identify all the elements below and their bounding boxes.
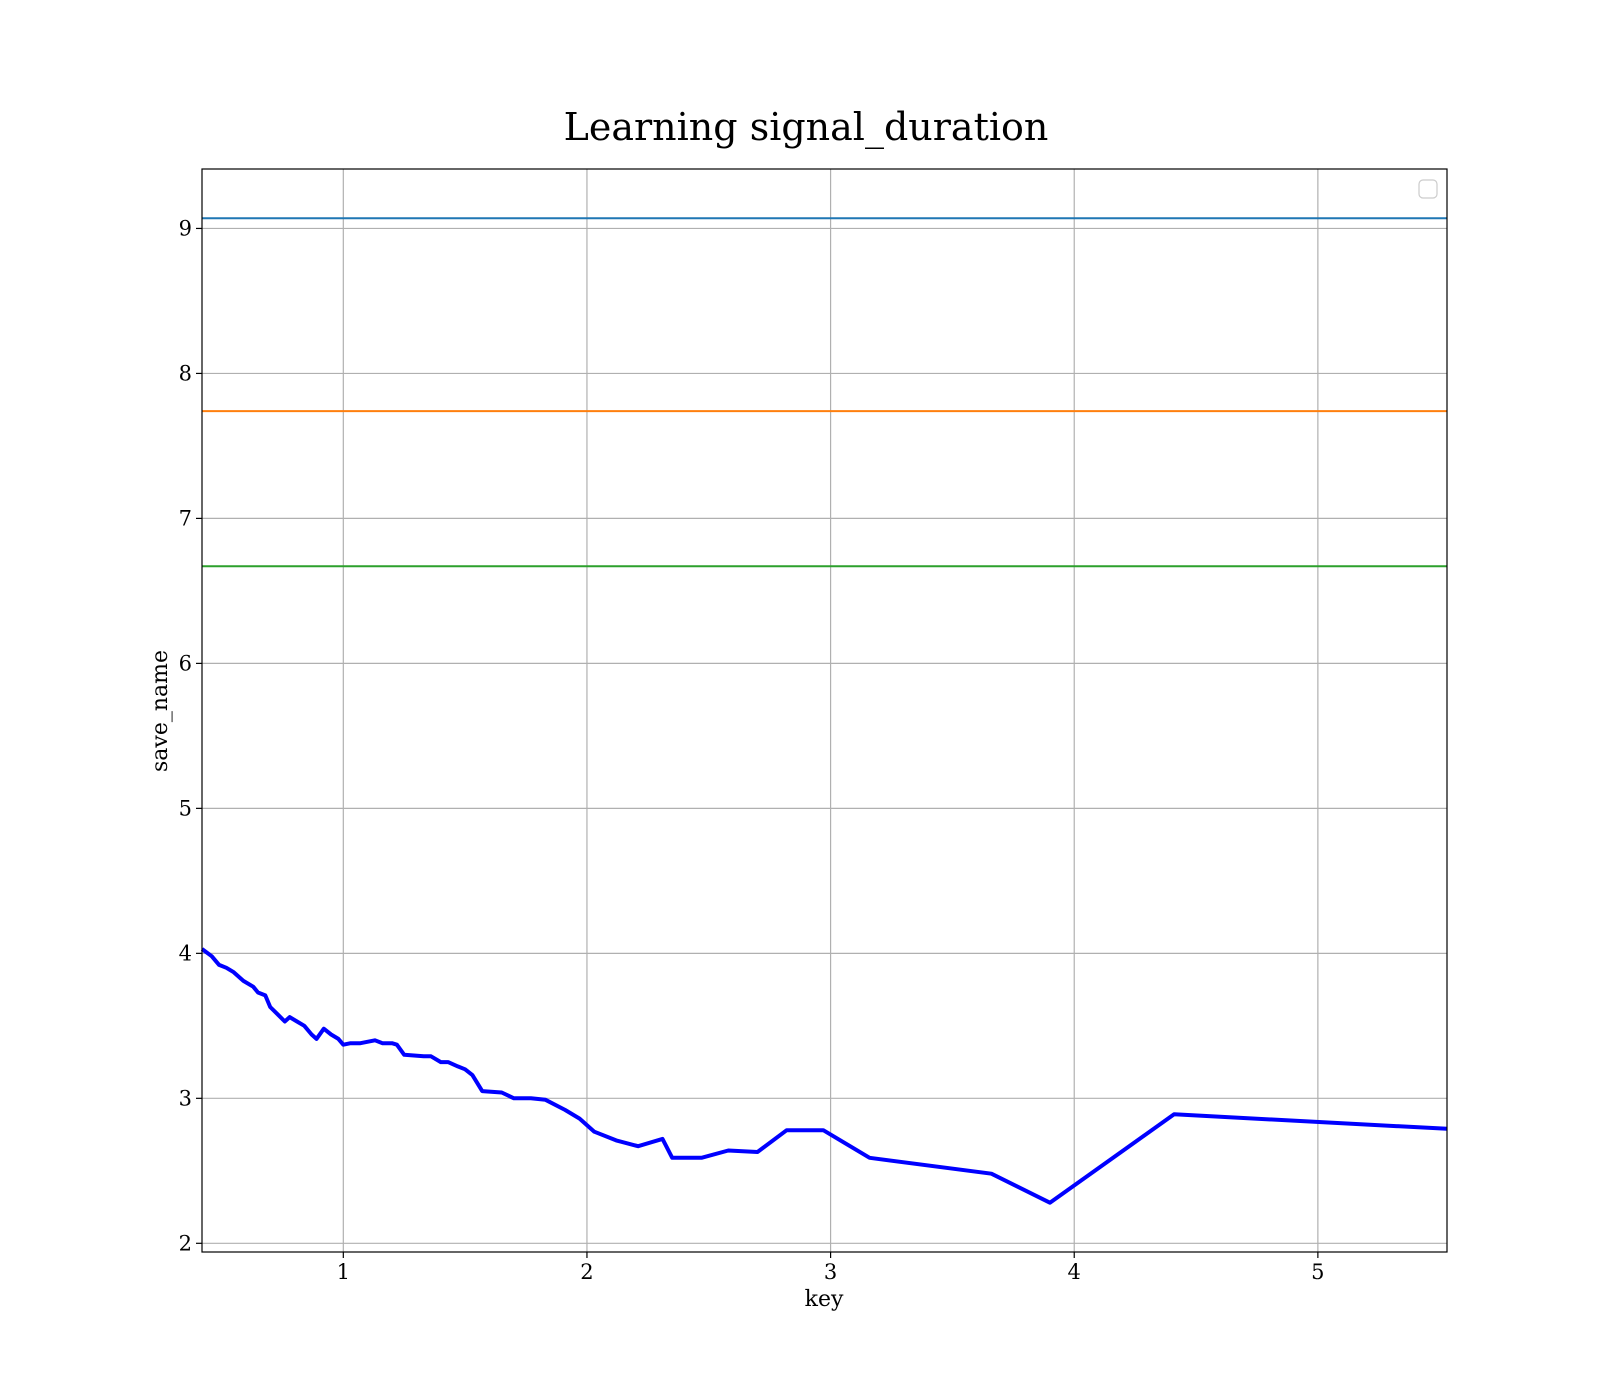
x-axis-label: key <box>805 1287 844 1312</box>
y-tick-label: 2 <box>179 1231 192 1255</box>
series-lines <box>200 947 1448 1205</box>
y-tick-label: 9 <box>179 216 192 240</box>
reference-lines <box>202 217 1447 568</box>
x-axis-ticks: 1 2 3 4 5 <box>337 1252 1325 1284</box>
x-tick-label: 4 <box>1068 1260 1081 1284</box>
series-line <box>200 947 1448 1205</box>
x-tick-label: 1 <box>337 1260 350 1284</box>
x-tick-label: 5 <box>1311 1260 1324 1284</box>
grid-lines <box>202 169 1447 1252</box>
chart-title: Learning signal_duration <box>564 105 1049 150</box>
y-tick-label: 4 <box>179 941 192 965</box>
y-axis-ticks: 2 3 4 5 6 7 8 9 <box>179 216 202 1255</box>
y-tick-label: 3 <box>179 1086 192 1110</box>
y-axis-label: save_name <box>148 650 173 772</box>
x-tick-label: 3 <box>824 1260 837 1284</box>
y-tick-label: 5 <box>179 796 192 820</box>
y-tick-label: 8 <box>179 361 192 385</box>
plot-frame <box>201 168 1448 1253</box>
y-tick-label: 6 <box>179 651 192 675</box>
legend-box <box>1418 179 1438 199</box>
y-tick-label: 7 <box>179 506 192 530</box>
x-tick-label: 2 <box>580 1260 593 1284</box>
